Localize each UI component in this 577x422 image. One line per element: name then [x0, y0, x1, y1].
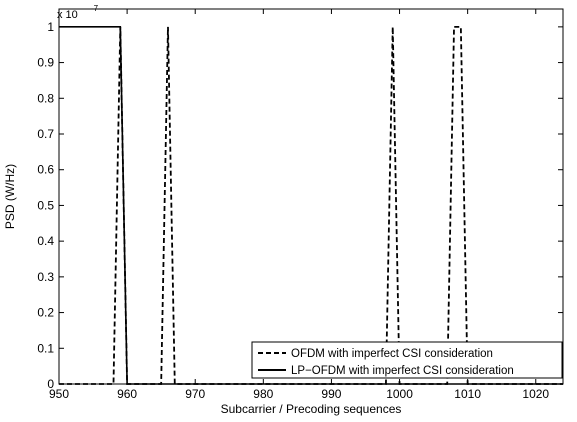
x-tick-label: 1000 — [386, 387, 413, 401]
y-axis-multiplier: x 10 — [57, 9, 78, 21]
legend-box — [251, 341, 563, 379]
axes-frame — [58, 8, 564, 385]
legend-label-lp-ofdm: LP−OFDM with imperfect CSI consideration — [291, 365, 514, 377]
y-tick-label: 0.9 — [37, 56, 54, 70]
x-tick-label: 950 — [49, 387, 69, 401]
x-tick-label: 960 — [117, 387, 137, 401]
y-tick-label: 0.3 — [37, 270, 54, 284]
legend: OFDM with imperfect CSI consideration LP… — [251, 341, 563, 379]
x-tick-label: 990 — [321, 387, 341, 401]
y-tick-label: 0.6 — [37, 163, 54, 177]
y-tick-label: 0.1 — [37, 341, 54, 355]
x-axis: 950 960 970 980 990 1000 1010 1020 — [49, 9, 549, 401]
x-axis-label: Subcarrier / Precoding sequences — [221, 402, 402, 416]
y-tick-label: 0.8 — [37, 91, 54, 105]
y-axis-multiplier-exponent: -7 — [91, 4, 99, 13]
x-tick-label: 980 — [253, 387, 273, 401]
y-tick-label: 0.4 — [37, 234, 54, 248]
y-tick-label: 0.2 — [37, 306, 54, 320]
y-axis: 0 0.1 0.2 0.3 0.4 0.5 0.6 0.7 0.8 0.9 1 — [37, 20, 563, 391]
y-tick-label: 1 — [47, 20, 54, 34]
y-axis-label: PSD (W/Hz) — [3, 164, 17, 229]
y-tick-label: 0 — [47, 377, 54, 391]
y-tick-label: 0.5 — [37, 198, 54, 212]
x-tick-label: 970 — [185, 387, 205, 401]
x-tick-label: 1020 — [522, 387, 549, 401]
x-tick-label: 1010 — [454, 387, 481, 401]
legend-label-ofdm: OFDM with imperfect CSI consideration — [291, 348, 493, 360]
y-tick-label: 0.7 — [37, 127, 54, 141]
